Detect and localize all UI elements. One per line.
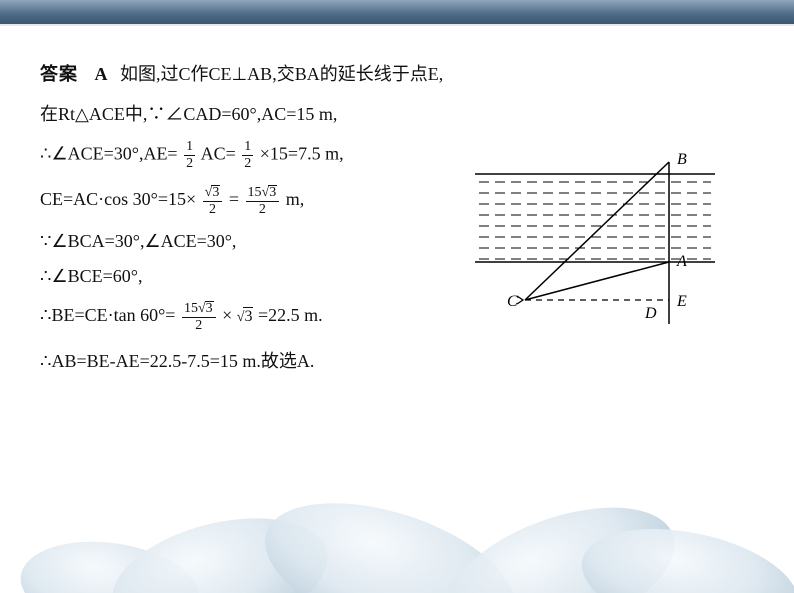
- geometry-diagram: B A E D C: [455, 140, 735, 350]
- line-2: 在Rt△ACE中,∵∠CAD=60°,AC=15 m,: [40, 100, 754, 126]
- frac-num: 1: [184, 140, 195, 156]
- line-6-text: ∴∠BCE=60°,: [40, 266, 142, 286]
- sqrt-icon: 3: [262, 185, 278, 200]
- line-3a: ∴∠ACE=30°,AE=: [40, 144, 178, 164]
- line-3b: AC=: [201, 144, 236, 164]
- frac-num: 1: [242, 140, 253, 156]
- frac-half-1: 1 2: [184, 140, 195, 171]
- frac-15sqrt3-over-2: 153 2: [246, 185, 280, 217]
- frac-den: 2: [182, 318, 216, 333]
- line-8-text: ∴AB=BE-AE=22.5-7.5=15 m.故选A.: [40, 351, 314, 371]
- frac-num: 3: [203, 185, 223, 202]
- bottom-decoration: [0, 473, 794, 593]
- line-1-text: 如图,过C作CE⊥AB,交BA的延长线于点E,: [120, 64, 443, 84]
- frac-den: 2: [184, 156, 195, 171]
- sqrt-icon: 3: [237, 307, 254, 326]
- line-4c: m,: [286, 189, 305, 209]
- frac-15sqrt3-over-2b: 153 2: [182, 301, 216, 333]
- frac-half-2: 1 2: [242, 140, 253, 171]
- line-4a: CE=AC·cos 30°=15×: [40, 189, 196, 209]
- frac-num: 153: [182, 301, 216, 318]
- svg-text:D: D: [644, 305, 657, 322]
- line-5-text: ∵∠BCA=30°,∠ACE=30°,: [40, 231, 236, 251]
- line-1: 答案 A 如图,过C作CE⊥AB,交BA的延长线于点E,: [40, 60, 754, 86]
- line-8: ∴AB=BE-AE=22.5-7.5=15 m.故选A.: [40, 347, 754, 373]
- line-2-text: 在Rt△ACE中,∵∠CAD=60°,AC=15 m,: [40, 104, 337, 124]
- frac-den: 2: [242, 156, 253, 171]
- line-7a: ∴BE=CE·tan 60°=: [40, 305, 175, 325]
- line-7c: =22.5 m.: [258, 305, 323, 325]
- frac-num: 153: [246, 185, 280, 202]
- line-3c: ×15=7.5 m,: [260, 144, 344, 164]
- svg-text:A: A: [676, 253, 687, 270]
- frac-den: 2: [246, 202, 280, 217]
- answer-choice: A: [95, 64, 108, 84]
- line-4b: =: [229, 189, 239, 209]
- frac-den: 2: [203, 202, 223, 217]
- svg-text:B: B: [677, 151, 687, 168]
- answer-label: 答案: [40, 64, 78, 84]
- svg-text:E: E: [676, 293, 687, 310]
- line-7b: ×: [222, 305, 232, 325]
- svg-text:C: C: [507, 293, 518, 310]
- sqrt-icon: 3: [198, 301, 214, 316]
- sqrt-icon: 3: [205, 185, 221, 200]
- top-bar: [0, 0, 794, 26]
- frac-sqrt3-over-2: 3 2: [203, 185, 223, 217]
